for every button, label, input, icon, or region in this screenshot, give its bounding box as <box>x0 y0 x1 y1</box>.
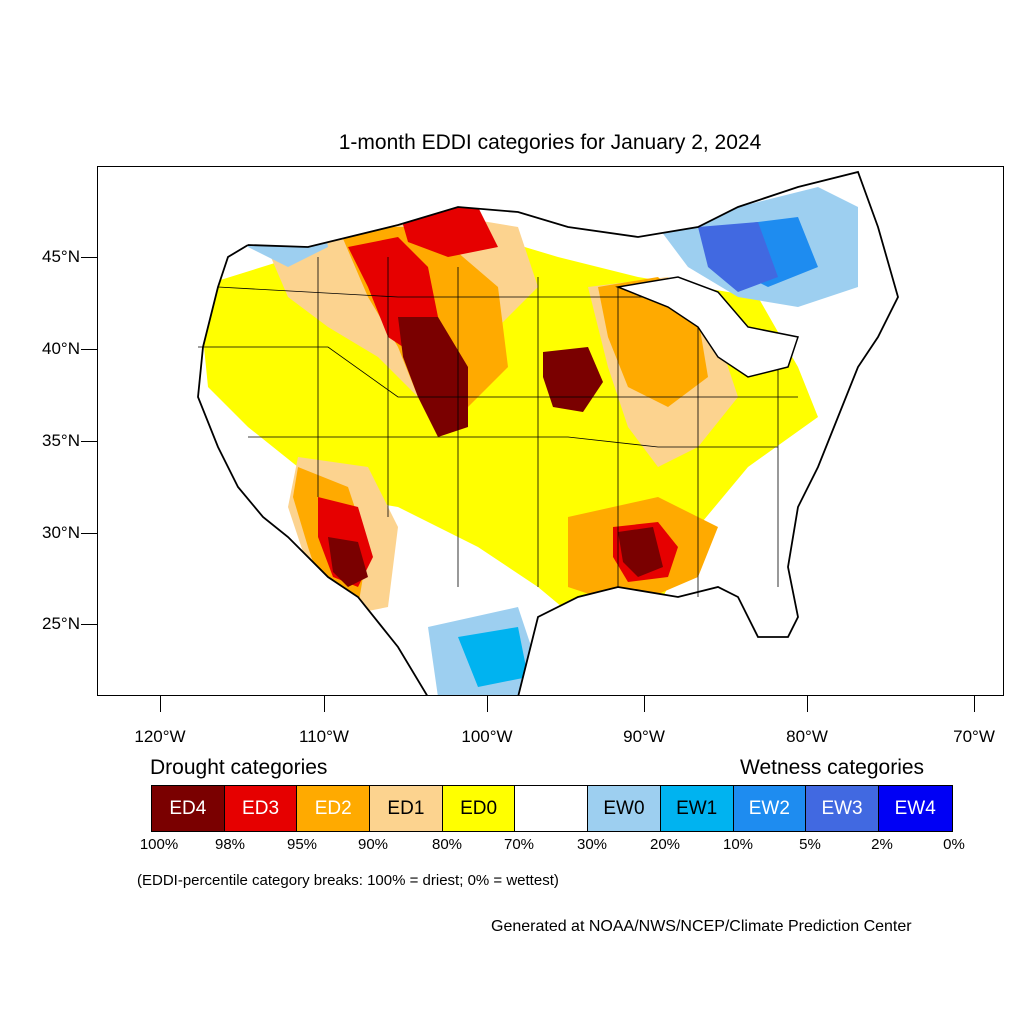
lat-tick-25 <box>81 624 97 625</box>
lat-label-40: 40°N <box>42 339 80 358</box>
great-lakes <box>615 276 799 378</box>
lat-label-35: 35°N <box>42 431 80 450</box>
legend-label-ed4: ED4 <box>169 797 207 819</box>
ed4-region-wyoming <box>398 317 468 437</box>
legend-box-normal <box>515 786 589 831</box>
lat-tick-45 <box>81 257 97 258</box>
ed4-region-southwest <box>328 537 368 587</box>
pct-break-70: 70% <box>503 836 535 853</box>
drought-heading: Drought categories <box>150 756 328 779</box>
legend-label-ew2: EW2 <box>748 797 790 819</box>
legend-box-ed2: ED2 <box>297 786 371 831</box>
pct-break-10: 10% <box>722 836 754 853</box>
legend-label-ew0: EW0 <box>603 797 645 819</box>
legend-box-ew4: EW4 <box>878 786 952 831</box>
lon-tick-120 <box>160 696 161 712</box>
legend-box-ed4: ED4 <box>152 786 225 831</box>
lon-label-120: 120°W <box>134 727 186 746</box>
ed3-region-montana <box>398 207 498 257</box>
pct-break-98: 98% <box>214 836 246 853</box>
pct-break-5: 5% <box>799 836 821 853</box>
lat-tick-35 <box>81 441 97 442</box>
credit-line: Generated at NOAA/NWS/NCEP/Climate Predi… <box>491 918 912 935</box>
category-note: (EDDI-percentile category breaks: 100% =… <box>137 872 559 889</box>
pct-break-90: 90% <box>357 836 389 853</box>
legend-box-ed3: ED3 <box>224 786 298 831</box>
ew3-region <box>698 222 778 292</box>
lat-label-30: 30°N <box>42 523 80 542</box>
legend-label-ed2: ED2 <box>314 797 352 819</box>
legend-label-ew1: EW1 <box>676 797 718 819</box>
pct-break-2: 2% <box>871 836 893 853</box>
legend-box-ew1: EW1 <box>660 786 734 831</box>
lat-tick-40 <box>81 349 97 350</box>
legend-label-ed1: ED1 <box>387 797 425 819</box>
legend-label-ed3: ED3 <box>242 797 280 819</box>
lon-tick-80 <box>807 696 808 712</box>
lon-tick-100 <box>487 696 488 712</box>
lon-label-70: 70°W <box>953 727 995 746</box>
wetness-heading: Wetness categories <box>740 756 925 779</box>
legend-box-ew3: EW3 <box>806 786 879 831</box>
eddi-map <box>97 166 1004 696</box>
pct-break-20: 20% <box>649 836 681 853</box>
pct-break-95: 95% <box>286 836 318 853</box>
ed4-region-alabama <box>618 527 663 577</box>
pct-break-80: 80% <box>431 836 463 853</box>
legend-box-ed1: ED1 <box>370 786 443 831</box>
ed4-region-iowa <box>543 347 603 412</box>
legend-label-ew4: EW4 <box>894 797 936 819</box>
map-title: 1-month EDDI categories for January 2, 2… <box>338 131 762 154</box>
legend-box-ed0: ED0 <box>442 786 516 831</box>
lat-tick-30 <box>81 533 97 534</box>
lon-tick-70 <box>974 696 975 712</box>
eddi-map-canvas <box>197 170 899 695</box>
state-borders <box>198 257 798 597</box>
lat-label-25: 25°N <box>42 614 80 633</box>
legend-label-ew3: EW3 <box>821 797 863 819</box>
pct-break-100: 100% <box>139 836 179 853</box>
legend-box-ew2: EW2 <box>733 786 807 831</box>
legend-color-bar: ED4 ED3 ED2 ED1 ED0 EW0 EW1 EW2 EW3 EW4 <box>151 785 953 832</box>
ew1-region <box>458 627 528 687</box>
pct-break-30: 30% <box>576 836 608 853</box>
legend-label-ed0: ED0 <box>460 797 498 819</box>
lat-label-45: 45°N <box>42 247 80 266</box>
lon-label-90: 90°W <box>623 727 665 746</box>
lon-label-110: 110°W <box>299 727 349 746</box>
pct-break-0: 0% <box>943 836 965 853</box>
lon-label-100: 100°W <box>461 727 513 746</box>
lon-tick-110 <box>324 696 325 712</box>
legend-box-ew0: EW0 <box>588 786 661 831</box>
lon-tick-90 <box>644 696 645 712</box>
lon-label-80: 80°W <box>786 727 828 746</box>
